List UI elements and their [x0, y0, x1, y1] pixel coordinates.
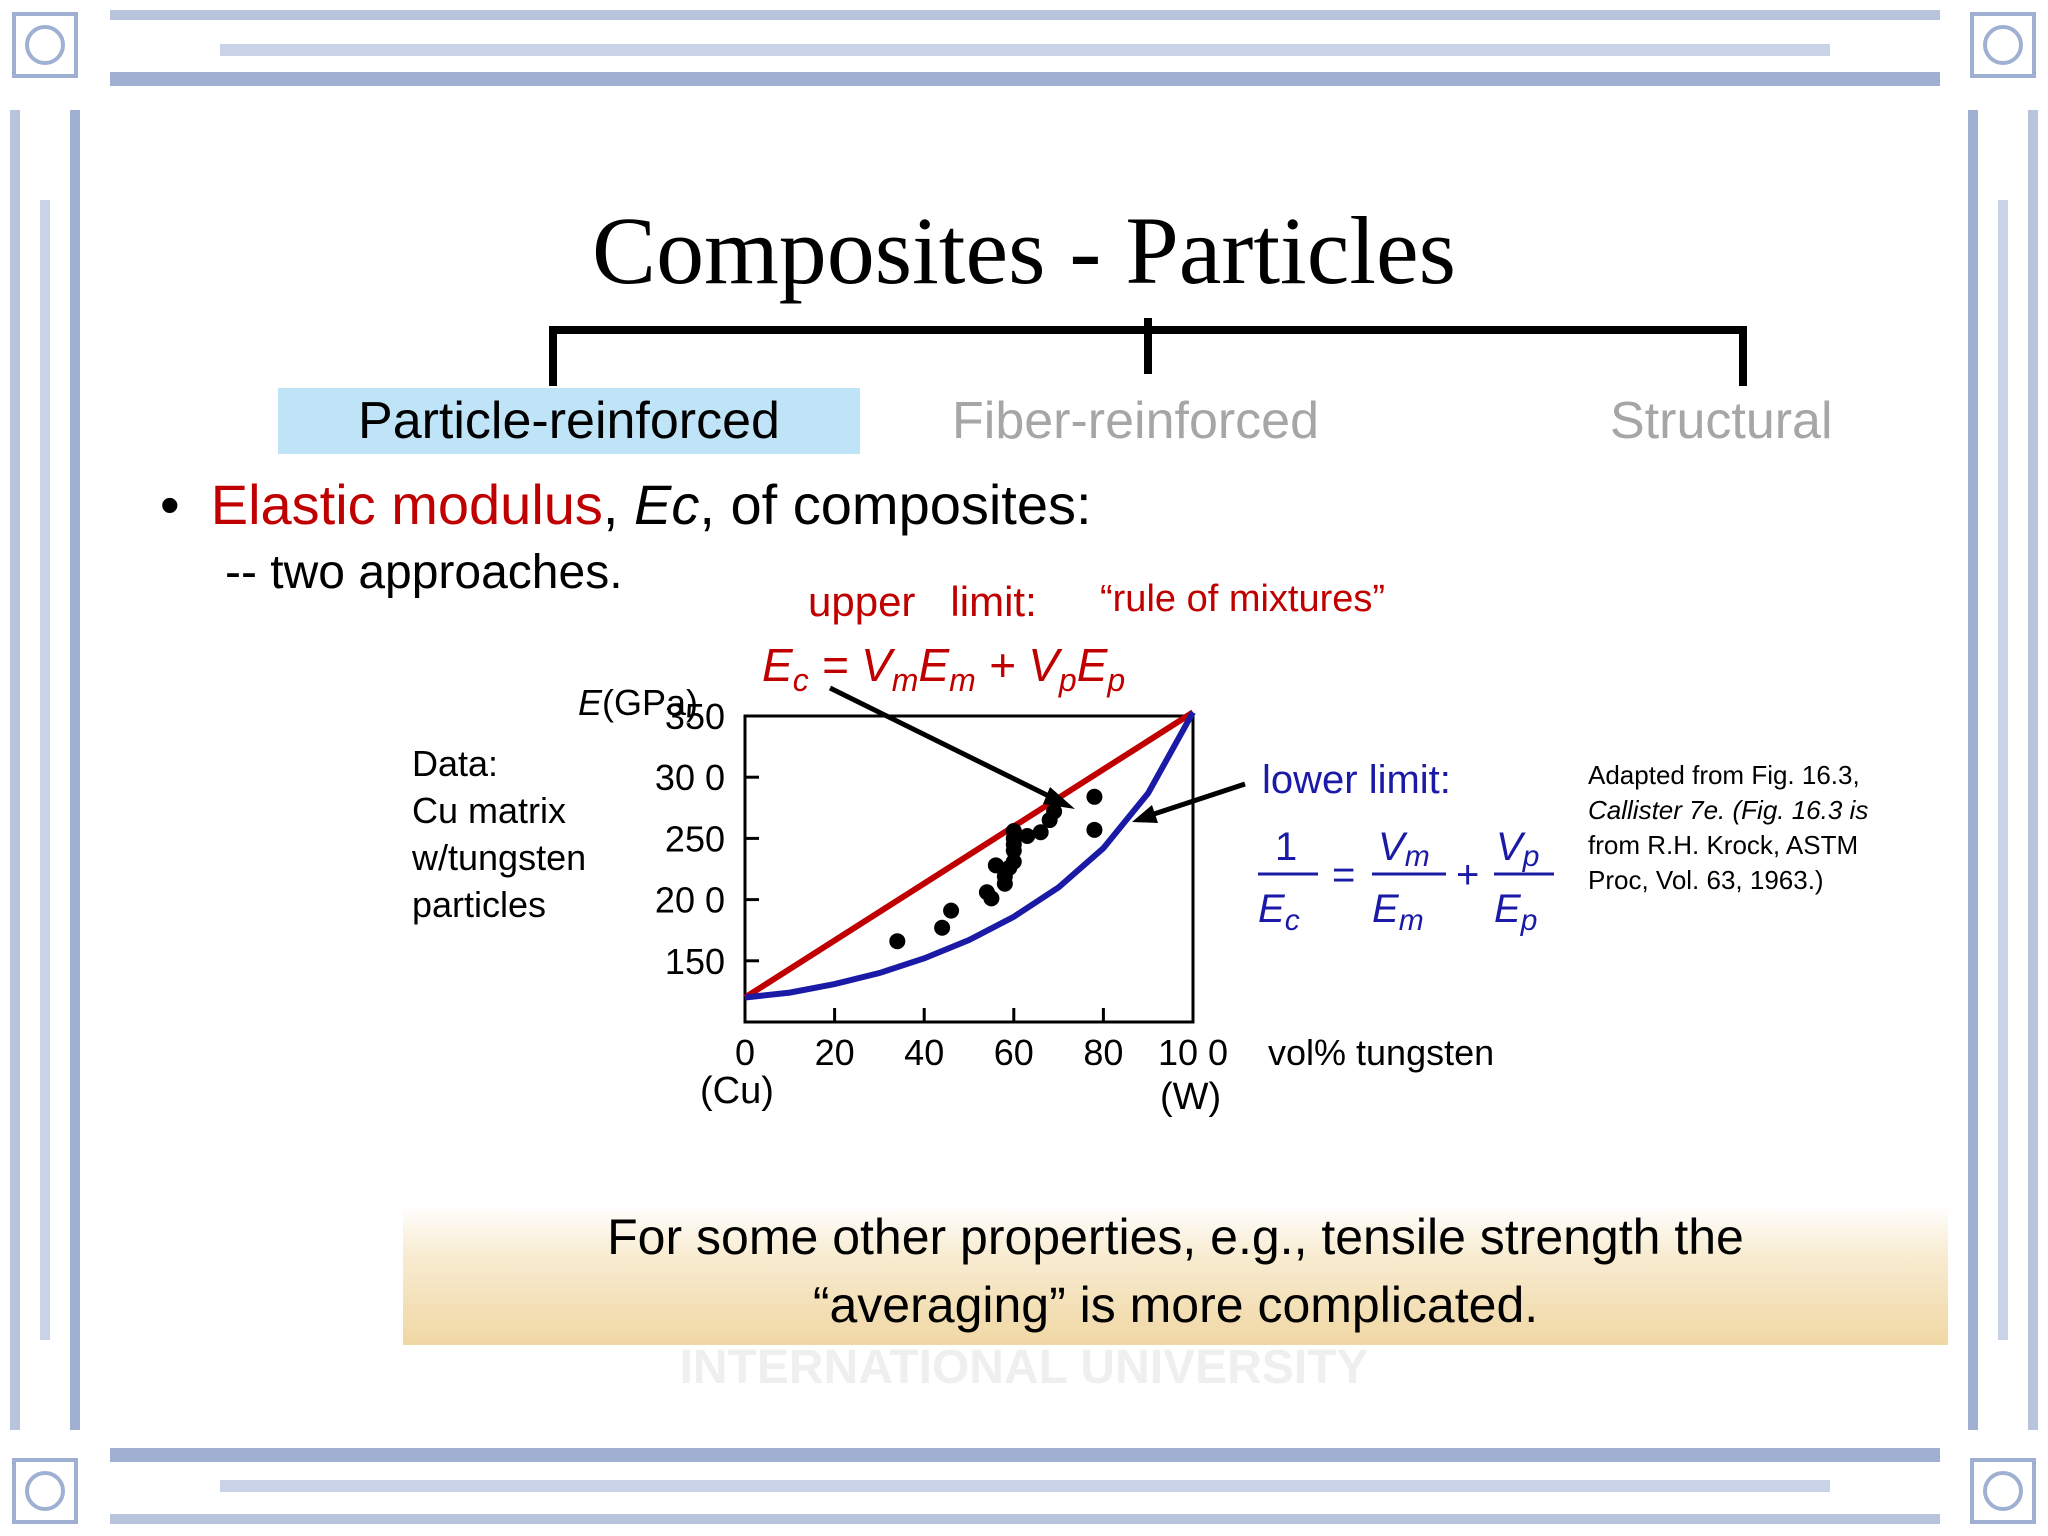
citation-line: Adapted from Fig. 16.3,: [1588, 760, 1860, 790]
bullet-elastic-modulus: • Elastic modulus, Ec, of composites:: [160, 472, 1092, 537]
svg-text:Ec: Ec: [1258, 887, 1300, 937]
x-tick-label: 10 0: [1158, 1032, 1228, 1073]
watermark: INTERNATIONAL UNIVERSITY: [679, 1341, 1369, 1394]
x-tick-label: 40: [904, 1032, 944, 1073]
data-point: [1032, 824, 1049, 841]
elastic-modulus-term: Elastic modulus: [210, 473, 603, 536]
data-point: [983, 890, 1000, 907]
data-point: [1005, 853, 1022, 870]
upper-limit-label: upper limit:: [808, 578, 1037, 625]
x-tick-label: 80: [1083, 1032, 1123, 1073]
bullet-mark: •: [160, 473, 180, 536]
data-point: [1086, 788, 1103, 805]
y-tick-label: 350: [665, 696, 725, 737]
citation-line: Proc, Vol. 63, 1963.): [1588, 865, 1824, 895]
ec-symbol: Ec: [634, 473, 700, 536]
svg-text:=: =: [1332, 853, 1355, 897]
svg-text:Vm: Vm: [1378, 825, 1430, 873]
lower-limit-label: lower limit:: [1262, 758, 1451, 802]
x-axis-cu-label: (Cu): [700, 1070, 774, 1112]
footer-note-line-2: “averaging” is more complicated.: [812, 1277, 1539, 1333]
citation-line: Callister 7e. (Fig. 16.3 is: [1588, 795, 1869, 825]
data-point: [987, 857, 1004, 874]
y-axis-label: E(GPa): [578, 682, 698, 723]
slide-title: Composites - Particles: [592, 197, 1456, 304]
data-note-line: particles: [412, 884, 547, 925]
data-point: [1086, 821, 1103, 838]
data-note-line: w/tungsten: [412, 837, 587, 878]
data-point: [1005, 823, 1022, 840]
data-note-line: Data:: [412, 743, 499, 784]
data-point: [1046, 803, 1063, 820]
x-tick-label: 20: [815, 1032, 855, 1073]
svg-text:Vp: Vp: [1496, 825, 1539, 873]
tab-structural[interactable]: Structural: [1610, 392, 1833, 450]
y-tick-label: 150: [665, 941, 725, 982]
bullet-comma: ,: [602, 473, 635, 536]
bullet-rest: , of composites:: [699, 473, 1092, 536]
x-axis-w-label: (W): [1160, 1076, 1222, 1118]
tab-particle-reinforced[interactable]: Particle-reinforced: [278, 388, 860, 454]
data-point: [943, 902, 960, 919]
annotation-arrows: [828, 685, 1246, 823]
lower-limit-formula: 1 Ec = Vm Em + Vp Ep: [1258, 825, 1554, 937]
y-tick-label: 20 0: [655, 880, 725, 921]
tab-fiber-reinforced[interactable]: Fiber-reinforced: [952, 392, 1320, 450]
data-note: Data: Cu matrix w/tungsten particles: [412, 740, 586, 928]
data-note-line: Cu matrix: [412, 790, 567, 831]
y-tick-label: 250: [665, 818, 725, 859]
svg-text:Ep: Ep: [1494, 887, 1537, 937]
plot-frame: [743, 714, 1195, 1024]
citation-line: from R.H. Krock, ASTM: [1588, 830, 1859, 860]
footer-note-line-1: For some other properties, e.g., tensile…: [607, 1209, 1744, 1265]
figure-citation: Adapted from Fig. 16.3, Callister 7e. (F…: [1588, 758, 1868, 898]
rule-of-mixtures-label: “rule of mixtures”: [1100, 578, 1386, 620]
upper-limit-formula: Ec = VmEm + VpEp: [762, 639, 1126, 699]
x-tick-label: 0: [735, 1032, 755, 1073]
lower-limit-curve: [744, 710, 1196, 1001]
data-point: [1019, 827, 1036, 844]
sub-bullet: -- two approaches.: [225, 546, 623, 599]
footer-highlight: [403, 1205, 1948, 1345]
tab-bracket: [549, 318, 1747, 386]
data-point: [889, 933, 906, 950]
x-tick-label: 60: [994, 1032, 1034, 1073]
upper-arrow-head-icon: [1043, 787, 1075, 809]
corner-ornament-icon: [12, 12, 2036, 1524]
data-point: [934, 919, 951, 936]
upper-limit-line: [743, 709, 1195, 1001]
x-axis-unit-label: vol% tungsten: [1268, 1032, 1495, 1073]
svg-text:1: 1: [1275, 825, 1297, 869]
lower-arrow-head-icon: [1132, 805, 1158, 823]
y-tick-label: 30 0: [655, 757, 725, 798]
svg-text:Em: Em: [1372, 887, 1424, 937]
svg-text:+: +: [1456, 853, 1479, 897]
